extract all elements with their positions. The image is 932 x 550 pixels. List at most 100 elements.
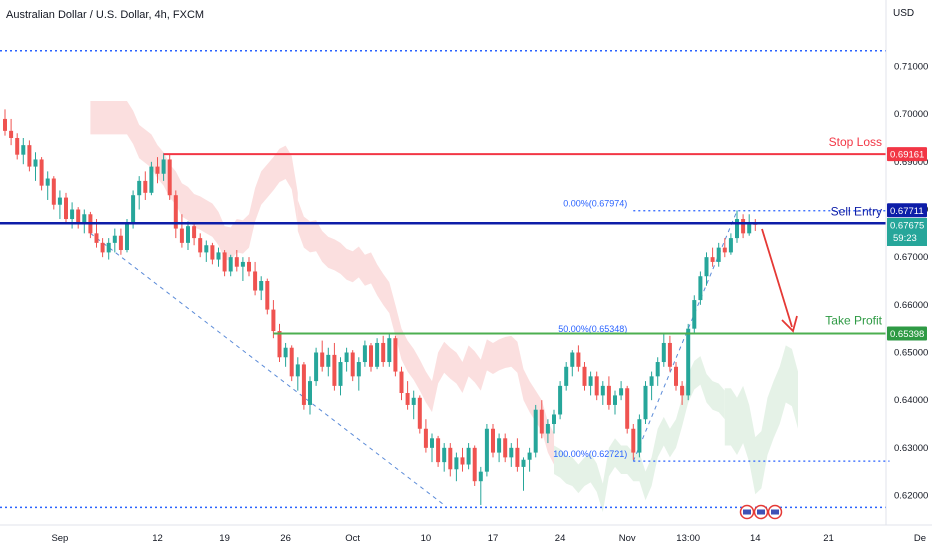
candle (381, 342, 386, 363)
candle (460, 457, 465, 465)
event-flag-icon (757, 509, 765, 515)
candle (716, 247, 721, 262)
candle (515, 447, 520, 467)
candle (747, 223, 752, 234)
candle (192, 226, 197, 239)
x-tick-label: 14 (750, 533, 761, 544)
candle (27, 145, 32, 167)
candle (131, 195, 136, 224)
x-tick-label: De (914, 533, 926, 544)
candle (735, 219, 739, 239)
candle (466, 447, 471, 465)
candle (491, 428, 495, 453)
candle (722, 247, 727, 253)
x-tick-label: Oct (345, 533, 360, 544)
candle (259, 281, 264, 291)
event-flag-icon (771, 509, 779, 515)
time-axis: Sep 12 19 26 Oct 10 17 24 Nov 13:00 14 21 De (0, 504, 932, 544)
current-price-tag-bg (887, 217, 927, 246)
candle (338, 362, 343, 386)
candle (33, 159, 38, 167)
candle (478, 471, 483, 482)
candle (387, 338, 392, 363)
candle (3, 118, 7, 131)
candle (649, 376, 654, 386)
candle (570, 352, 575, 367)
x-tick-label: 26 (280, 533, 291, 544)
candle (179, 228, 184, 243)
candle (448, 447, 453, 470)
candle (210, 245, 215, 260)
candle (423, 428, 428, 448)
candle (637, 419, 642, 453)
y-tick-label: 0.63000 (894, 443, 928, 454)
candle (314, 352, 319, 382)
candle (125, 223, 129, 251)
candle (167, 159, 172, 196)
ichimoku-cloud (90, 101, 798, 513)
cloud-red-2 (297, 199, 554, 465)
candle (21, 145, 26, 155)
level-lines: Stop Loss Sell Entry Take Profit (0, 135, 886, 335)
candle (472, 447, 477, 482)
y-tick-label: 0.70000 (894, 109, 928, 120)
candle (619, 388, 624, 396)
candle (576, 352, 581, 367)
candle (240, 261, 245, 267)
candle (155, 166, 160, 174)
candle (442, 447, 447, 463)
candle (198, 238, 203, 253)
candle (82, 214, 87, 224)
candle (39, 159, 44, 186)
candle (301, 364, 306, 405)
candle (667, 342, 672, 367)
candle (362, 345, 367, 363)
x-tick-label: 12 (152, 533, 163, 544)
candle (606, 385, 611, 405)
candle (539, 409, 544, 434)
candle (527, 452, 532, 460)
candle (436, 438, 441, 463)
candle (661, 342, 666, 363)
candle (497, 438, 502, 453)
candle (350, 352, 355, 377)
take-profit-tag: 0.65398 (890, 329, 924, 340)
candle (356, 362, 361, 377)
projection-arrow-shaft (761, 228, 793, 328)
candle (698, 276, 703, 301)
x-tick-label: 24 (555, 533, 566, 544)
candle (76, 209, 81, 224)
cloud-green-2 (724, 345, 798, 495)
countdown-timer: 59:23 (893, 233, 917, 244)
candle (45, 178, 50, 186)
trend-line-down (90, 232, 445, 506)
candle (186, 226, 190, 243)
candle (588, 376, 593, 386)
candle (594, 376, 599, 396)
stop-loss-tag: 0.69161 (890, 150, 924, 161)
current-price-tag: 0.67675 (890, 220, 924, 231)
candle (655, 362, 660, 377)
take-profit-tag-bg (887, 326, 927, 341)
x-tick-label: 10 (421, 533, 432, 544)
cloud-green-1 (554, 356, 725, 513)
candle (283, 347, 288, 358)
candle (222, 252, 227, 272)
candle (332, 354, 337, 386)
candles-group (3, 109, 758, 506)
candle (692, 300, 697, 329)
currency-label: USD (893, 8, 915, 19)
x-tick-label: 17 (488, 533, 499, 544)
candle (558, 385, 563, 415)
candle (277, 331, 282, 358)
candle (399, 371, 404, 394)
y-tick-label: 0.67000 (894, 252, 928, 263)
candle (710, 257, 715, 262)
candle (112, 235, 117, 243)
candle (564, 366, 569, 386)
candle (613, 395, 617, 405)
candle (545, 424, 550, 434)
candle (411, 397, 416, 405)
candle (70, 209, 75, 220)
